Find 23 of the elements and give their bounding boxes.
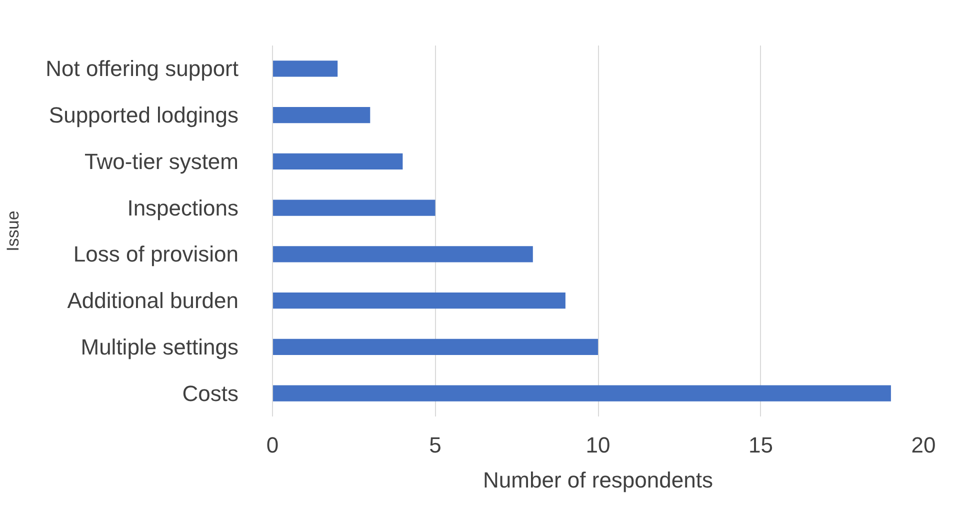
x-tick-label: 5 [429,432,442,458]
x-tick-label: 20 [911,432,936,458]
y-tick-label: Inspections [127,195,239,220]
bar [272,200,436,216]
y-axis-title: Issue [4,210,23,252]
y-tick-label: Two-tier system [84,148,239,174]
bar [272,338,598,356]
bar [272,153,403,170]
y-tick-label: Supported lodgings [48,102,239,128]
bar [272,246,533,262]
bar [272,292,566,309]
x-axis-title: Number of respondents [483,468,713,492]
bar [272,106,370,124]
x-tick-label: 10 [586,432,610,458]
y-tick-label: Costs [182,380,239,406]
y-tick-label: Not offering support [46,56,239,82]
y-tick-label: Additional burden [67,288,239,314]
x-tick-label: 0 [266,432,279,458]
bar [272,60,338,77]
y-tick-label: Loss of provision [73,242,239,267]
y-tick-label: Multiple settings [80,334,239,360]
x-tick-label: 15 [748,432,773,458]
bar [272,385,891,402]
